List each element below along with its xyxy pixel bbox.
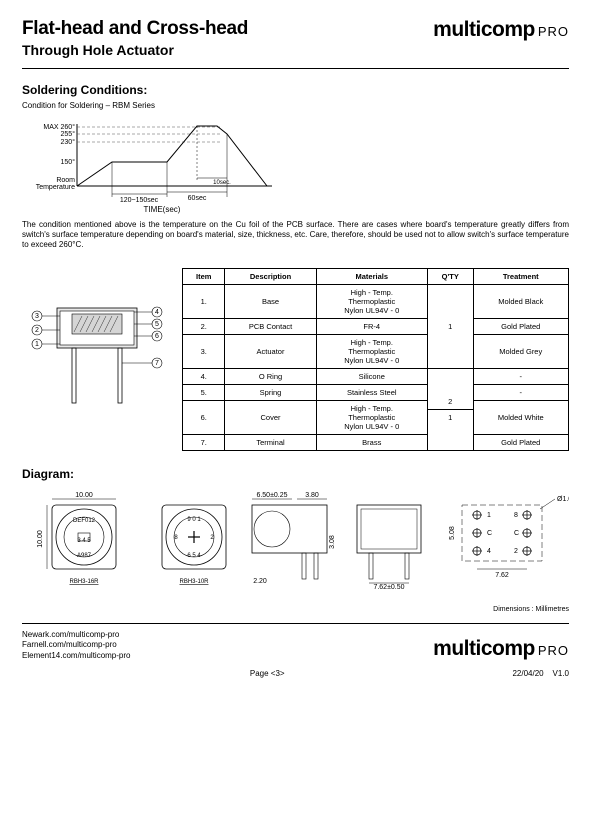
dimensions-note: Dimensions : Millimetres [22,606,569,613]
svg-text:150°: 150° [61,158,76,166]
svg-text:6.50±0.25: 6.50±0.25 [256,492,287,499]
reflow-profile-chart: MAX 260° 255° 230° 150° Room Temperature… [22,114,282,214]
svg-text:2: 2 [514,548,518,555]
bom-section: 3 2 1 4 5 6 7 [22,268,569,451]
brand-suffix: PRO [538,24,569,39]
link-element14: Element14.com/multicomp-pro [22,651,130,661]
footer-links: Newark.com/multicomp-pro Farnell.com/mul… [22,630,130,661]
col-desc: Description [225,269,316,285]
table-row: 5. Spring Stainless Steel - [183,385,569,401]
footer-brand: multicompPRO [433,637,569,661]
svg-text:4: 4 [487,548,491,555]
svg-text:3: 3 [35,313,39,320]
svg-text:255°: 255° [61,130,76,138]
svg-text:3.08: 3.08 [329,535,336,549]
svg-text:TIME(sec): TIME(sec) [144,205,181,214]
page-number: Page <3> [250,669,285,678]
link-newark: Newark.com/multicomp-pro [22,630,130,640]
bom-table: Item Description Materials Q'TY Treatmen… [182,268,569,451]
brand-main: multicomp [433,18,535,42]
col-qty: Q'TY [427,269,473,285]
table-row: 2. PCB Contact FR-4 Gold Plated [183,319,569,335]
mechanical-drawings: 10.00 DEF012 3 4 5 A987 10.00 RBH3-16R 9… [22,487,569,602]
col-treat: Treatment [473,269,568,285]
svg-text:4: 4 [155,309,159,316]
svg-text:2.20: 2.20 [253,578,267,585]
title-line1: Flat-head and Cross-head [22,18,248,40]
svg-text:Temperature: Temperature [36,184,75,191]
table-row: 1. Base High - Temp. Thermoplastic Nylon… [183,285,569,319]
soldering-note: The condition mentioned above is the tem… [22,220,569,250]
svg-text:C: C [514,530,519,537]
svg-text:RBH3-16R: RBH3-16R [69,579,99,585]
cross-section-diagram: 3 2 1 4 5 6 7 [22,288,172,418]
svg-text:10.00: 10.00 [75,492,93,499]
svg-text:10.00: 10.00 [37,530,44,548]
svg-text:3.80: 3.80 [305,492,319,499]
svg-text:10sec.: 10sec. [213,180,231,186]
footer-version: V1.0 [553,669,569,678]
svg-text:C: C [487,530,492,537]
soldering-subtitle: Condition for Soldering – RBM Series [22,101,569,110]
col-item: Item [183,269,225,285]
table-row: 3. Actuator High - Temp. Thermoplastic N… [183,335,569,369]
svg-text:7.62±0.50: 7.62±0.50 [373,584,404,591]
svg-text:A987: A987 [77,553,92,559]
svg-text:DEF012: DEF012 [73,518,96,524]
page-header: Flat-head and Cross-head Through Hole Ac… [22,18,569,69]
svg-text:7.62: 7.62 [495,572,509,579]
title-block: Flat-head and Cross-head Through Hole Ac… [22,18,248,58]
table-row: 4. O Ring Silicone 2 1 - [183,369,569,385]
soldering-heading: Soldering Conditions: [22,83,569,97]
svg-text:120~150sec: 120~150sec [120,197,159,204]
table-row: 7. Terminal Brass Gold Plated [183,435,569,451]
page-bottom-bar: Page <3> 22/04/20 V1.0 [22,669,569,678]
svg-text:1: 1 [487,512,491,519]
brand-logo: multicompPRO [433,18,569,42]
svg-text:5.08: 5.08 [449,526,456,540]
svg-text:MAX 260°: MAX 260° [43,123,75,131]
footer-date: 22/04/20 [512,669,543,678]
svg-text:2: 2 [35,327,39,334]
svg-text:8: 8 [174,535,178,541]
diagram-heading: Diagram: [22,467,569,481]
datasheet-page: Flat-head and Cross-head Through Hole Ac… [0,0,591,690]
svg-text:RBH3-10R: RBH3-10R [179,579,209,585]
svg-text:1: 1 [35,341,39,348]
svg-text:8: 8 [514,512,518,519]
svg-text:Ø1.00: Ø1.00 [557,496,569,503]
svg-text:9 0 1: 9 0 1 [187,517,201,523]
svg-text:5: 5 [155,321,159,328]
title-line2: Through Hole Actuator [22,42,248,58]
col-mat: Materials [316,269,427,285]
svg-text:Room: Room [56,177,75,184]
svg-text:60sec: 60sec [188,195,207,202]
svg-text:7: 7 [155,360,159,367]
svg-text:6: 6 [155,333,159,340]
svg-text:230°: 230° [61,138,76,146]
page-footer: Newark.com/multicomp-pro Farnell.com/mul… [22,623,569,661]
table-row: 6. Cover High - Temp. Thermoplastic Nylo… [183,401,569,435]
link-farnell: Farnell.com/multicomp-pro [22,640,130,650]
svg-text:6 5 4: 6 5 4 [187,553,201,559]
